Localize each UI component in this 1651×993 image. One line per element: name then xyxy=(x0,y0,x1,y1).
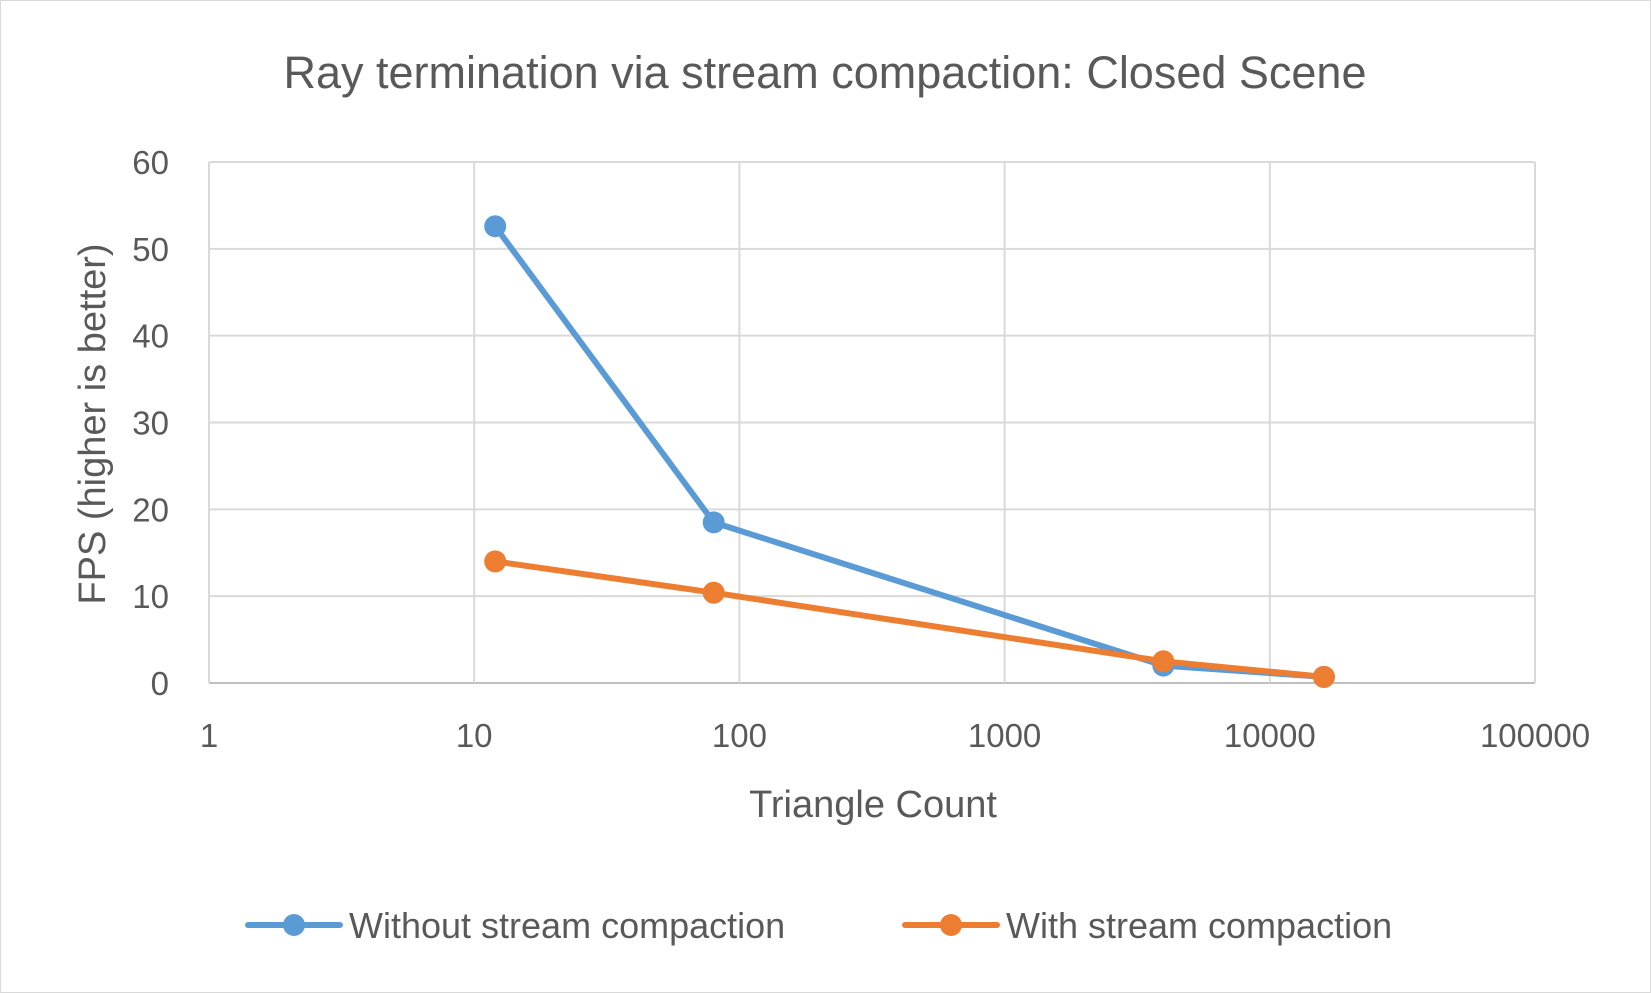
data-point-series-2 xyxy=(1152,650,1175,673)
series-line-1 xyxy=(492,223,1327,680)
x-tick-label: 100 xyxy=(712,717,767,754)
x-tick-label: 10000 xyxy=(1224,717,1316,754)
x-tick-label: 10 xyxy=(456,717,493,754)
y-tick-label: 50 xyxy=(132,231,169,268)
y-tick-labels: 0 10 20 30 40 50 60 xyxy=(132,144,169,702)
y-axis-title: FPS (higher is better) xyxy=(72,243,114,604)
y-tick-label: 30 xyxy=(132,405,169,442)
series-line-2 xyxy=(492,558,1327,680)
x-tick-labels: 1 10 100 1000 10000 100000 xyxy=(200,717,1590,754)
legend-label: Without stream compaction xyxy=(349,905,785,946)
y-tick-label: 40 xyxy=(132,318,169,355)
x-tick-label: 100000 xyxy=(1480,717,1590,754)
data-point-series-2 xyxy=(1312,665,1335,688)
y-tick-label: 60 xyxy=(132,144,169,181)
data-point-series-2 xyxy=(484,550,507,573)
y-tick-label: 10 xyxy=(132,578,169,615)
x-axis-title: Triangle Count xyxy=(749,784,997,826)
x-tick-label: 1000 xyxy=(968,717,1041,754)
y-tick-label: 0 xyxy=(151,665,169,702)
data-point-series-1 xyxy=(702,511,725,534)
data-point-series-1 xyxy=(484,215,507,238)
legend-label: With stream compaction xyxy=(1006,905,1392,946)
legend-swatch-marker xyxy=(940,914,962,936)
legend: Without stream compaction With stream com… xyxy=(245,905,1392,946)
legend-swatch-marker xyxy=(283,914,305,936)
y-tick-label: 20 xyxy=(132,491,169,528)
data-point-series-2 xyxy=(702,581,725,604)
x-tick-label: 1 xyxy=(200,717,218,754)
chart-title: Ray termination via stream compaction: C… xyxy=(284,47,1367,98)
gridlines xyxy=(208,161,1536,684)
series-group xyxy=(484,215,1335,688)
